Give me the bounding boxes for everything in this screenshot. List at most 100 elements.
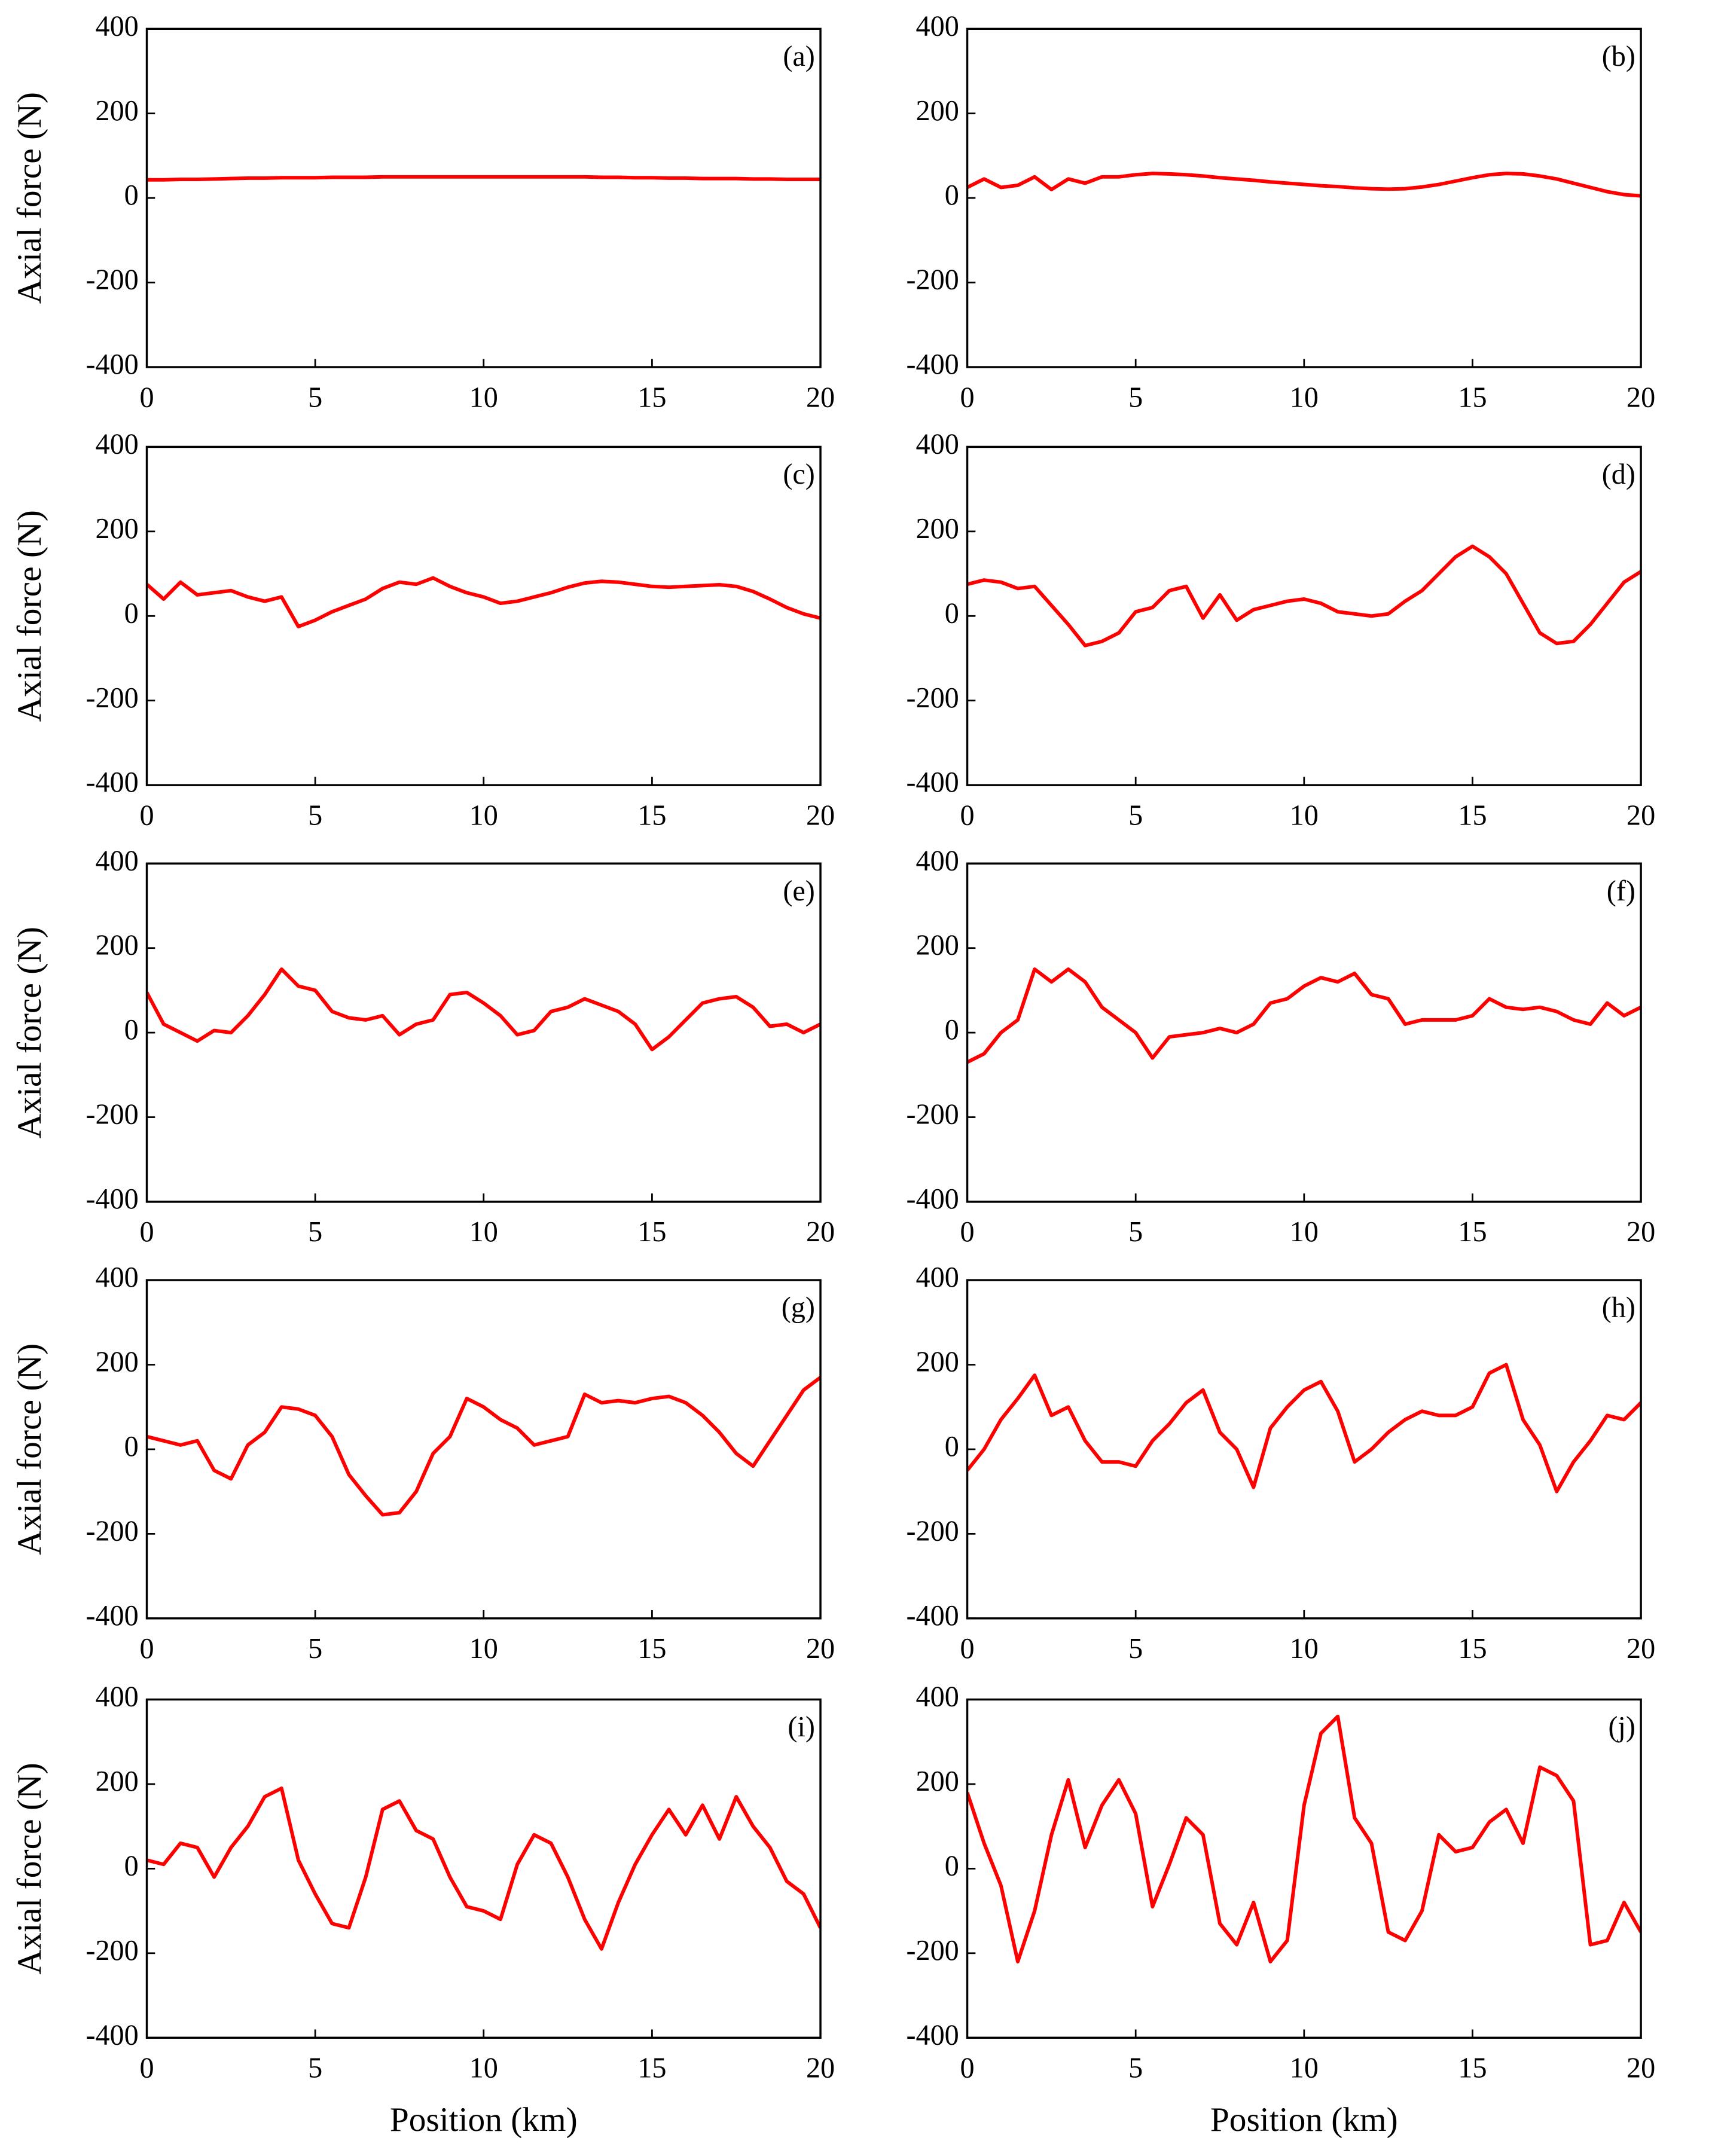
panel: -400 -200 0 200 400 0 5 10 15 20 (d) [906, 428, 1655, 831]
panel-label: (d) [1602, 459, 1635, 490]
x-tick-label: 10 [1290, 381, 1319, 413]
panel-label: (a) [783, 41, 814, 72]
x-tick-label: 20 [806, 381, 835, 413]
y-tick-label: -200 [86, 682, 138, 714]
y-tick-label: 0 [124, 597, 139, 629]
y-tick-label: 200 [95, 95, 138, 127]
x-tick-label: 0 [960, 2052, 975, 2084]
panel: -400 -200 0 200 400 0 5 10 15 20 (f) [906, 845, 1655, 1248]
panel: -400 -200 0 200 400 0 5 10 15 20 (a) Axial force (N… [11, 10, 835, 413]
x-tick-label: 10 [1290, 2052, 1319, 2084]
y-axis-title: Axial force (N) [11, 92, 48, 304]
y-tick-label: 200 [916, 1346, 959, 1378]
x-tick-label: 15 [1458, 381, 1487, 413]
axes-frame [966, 862, 1642, 1203]
panel: -400 -200 0 200 400 0 5 10 15 20 (b) [906, 10, 1655, 413]
plot-area [967, 172, 1641, 198]
plot-area [967, 967, 1641, 1064]
data-line [147, 1376, 821, 1517]
y-tick-label: -400 [906, 1183, 959, 1215]
x-tick-label: 15 [637, 799, 666, 831]
axes-frame [145, 445, 822, 786]
panel: -400 -200 0 200 400 0 5 10 15 20 (h) [906, 1262, 1655, 1665]
y-tick-label: 0 [945, 597, 959, 629]
x-tick-label: 5 [308, 381, 322, 413]
y-axis-title: Axial force (N) [11, 927, 48, 1138]
y-tick-label: 0 [945, 1431, 959, 1462]
x-tick-label: 10 [1290, 1216, 1319, 1248]
x-tick-label: 5 [1128, 1633, 1143, 1665]
y-tick-label: -400 [86, 349, 138, 380]
x-tick-label: 20 [806, 799, 835, 831]
y-tick-label: 400 [95, 10, 138, 42]
y-tick-label: 400 [95, 1262, 138, 1293]
plot-area [147, 1376, 821, 1517]
x-tick-label: 0 [960, 1633, 975, 1665]
x-tick-label: 20 [806, 1216, 835, 1248]
data-line [967, 967, 1641, 1064]
x-tick-label: 15 [637, 1216, 666, 1248]
x-tick-label: 20 [1626, 2052, 1655, 2084]
plot-area [967, 1363, 1641, 1494]
data-line [147, 1787, 821, 1951]
y-tick-label: 0 [124, 1850, 139, 1882]
y-tick-label: -200 [906, 1099, 959, 1131]
y-tick-label: 400 [916, 428, 959, 460]
x-tick-label: 0 [960, 799, 975, 831]
x-tick-label: 5 [1128, 799, 1143, 831]
data-line [967, 1714, 1641, 1963]
x-tick-label: 0 [139, 1633, 154, 1665]
x-tick-label: 10 [469, 1216, 498, 1248]
x-tick-label: 20 [1626, 1633, 1655, 1665]
panel-label: (j) [1608, 1711, 1635, 1743]
y-tick-label: -400 [906, 349, 959, 380]
y-tick-label: 0 [124, 1431, 139, 1462]
panel-label: (f) [1607, 875, 1635, 907]
y-tick-label: 400 [95, 1681, 138, 1713]
y-tick-label: -400 [86, 2019, 138, 2051]
y-tick-label: -200 [86, 1099, 138, 1131]
panel-label: (h) [1602, 1292, 1635, 1324]
panel-label: (e) [783, 875, 814, 907]
x-tick-label: 5 [308, 799, 322, 831]
axes-frame [145, 862, 822, 1203]
y-tick-label: -200 [906, 682, 959, 714]
y-tick-label: 400 [916, 10, 959, 42]
x-tick-label: 0 [139, 1216, 154, 1248]
y-axis-title: Axial force (N) [11, 1343, 48, 1555]
y-tick-label: 200 [916, 95, 959, 127]
axes-frame [145, 1279, 822, 1620]
y-tick-label: 0 [124, 1014, 139, 1046]
x-tick-label: 5 [308, 1633, 322, 1665]
x-tick-label: 10 [469, 2052, 498, 2084]
x-tick-label: 10 [469, 1633, 498, 1665]
y-tick-label: 200 [916, 930, 959, 961]
y-tick-label: 200 [916, 1766, 959, 1797]
axes-frame [966, 28, 1642, 368]
y-tick-label: 200 [95, 513, 138, 545]
data-line [967, 172, 1641, 198]
y-tick-label: 0 [945, 179, 959, 211]
y-tick-label: -400 [86, 1600, 138, 1632]
plot-area [147, 175, 821, 182]
x-tick-label: 5 [1128, 2052, 1143, 2084]
panel: -400 -200 0 200 400 0 5 10 15 20 (e) Axial force (N… [11, 845, 835, 1248]
x-tick-label: 10 [1290, 799, 1319, 831]
x-tick-label: 20 [1626, 1216, 1655, 1248]
x-axis-title: Position (km) [1210, 2101, 1398, 2139]
y-tick-label: -200 [86, 1515, 138, 1547]
y-axis-title: Axial force (N) [11, 1763, 48, 1974]
x-tick-label: 5 [308, 1216, 322, 1248]
panel: -400 -200 0 200 400 0 5 10 15 20 (c) Axial force (N… [11, 428, 835, 831]
plot-area [147, 1787, 821, 1951]
x-tick-label: 20 [806, 1633, 835, 1665]
axes-frame [966, 1698, 1642, 2039]
axes-frame [966, 445, 1642, 786]
y-tick-label: 0 [945, 1850, 959, 1882]
y-tick-label: 400 [916, 845, 959, 877]
y-tick-label: 200 [95, 930, 138, 961]
data-line [967, 1363, 1641, 1494]
x-tick-label: 5 [1128, 381, 1143, 413]
